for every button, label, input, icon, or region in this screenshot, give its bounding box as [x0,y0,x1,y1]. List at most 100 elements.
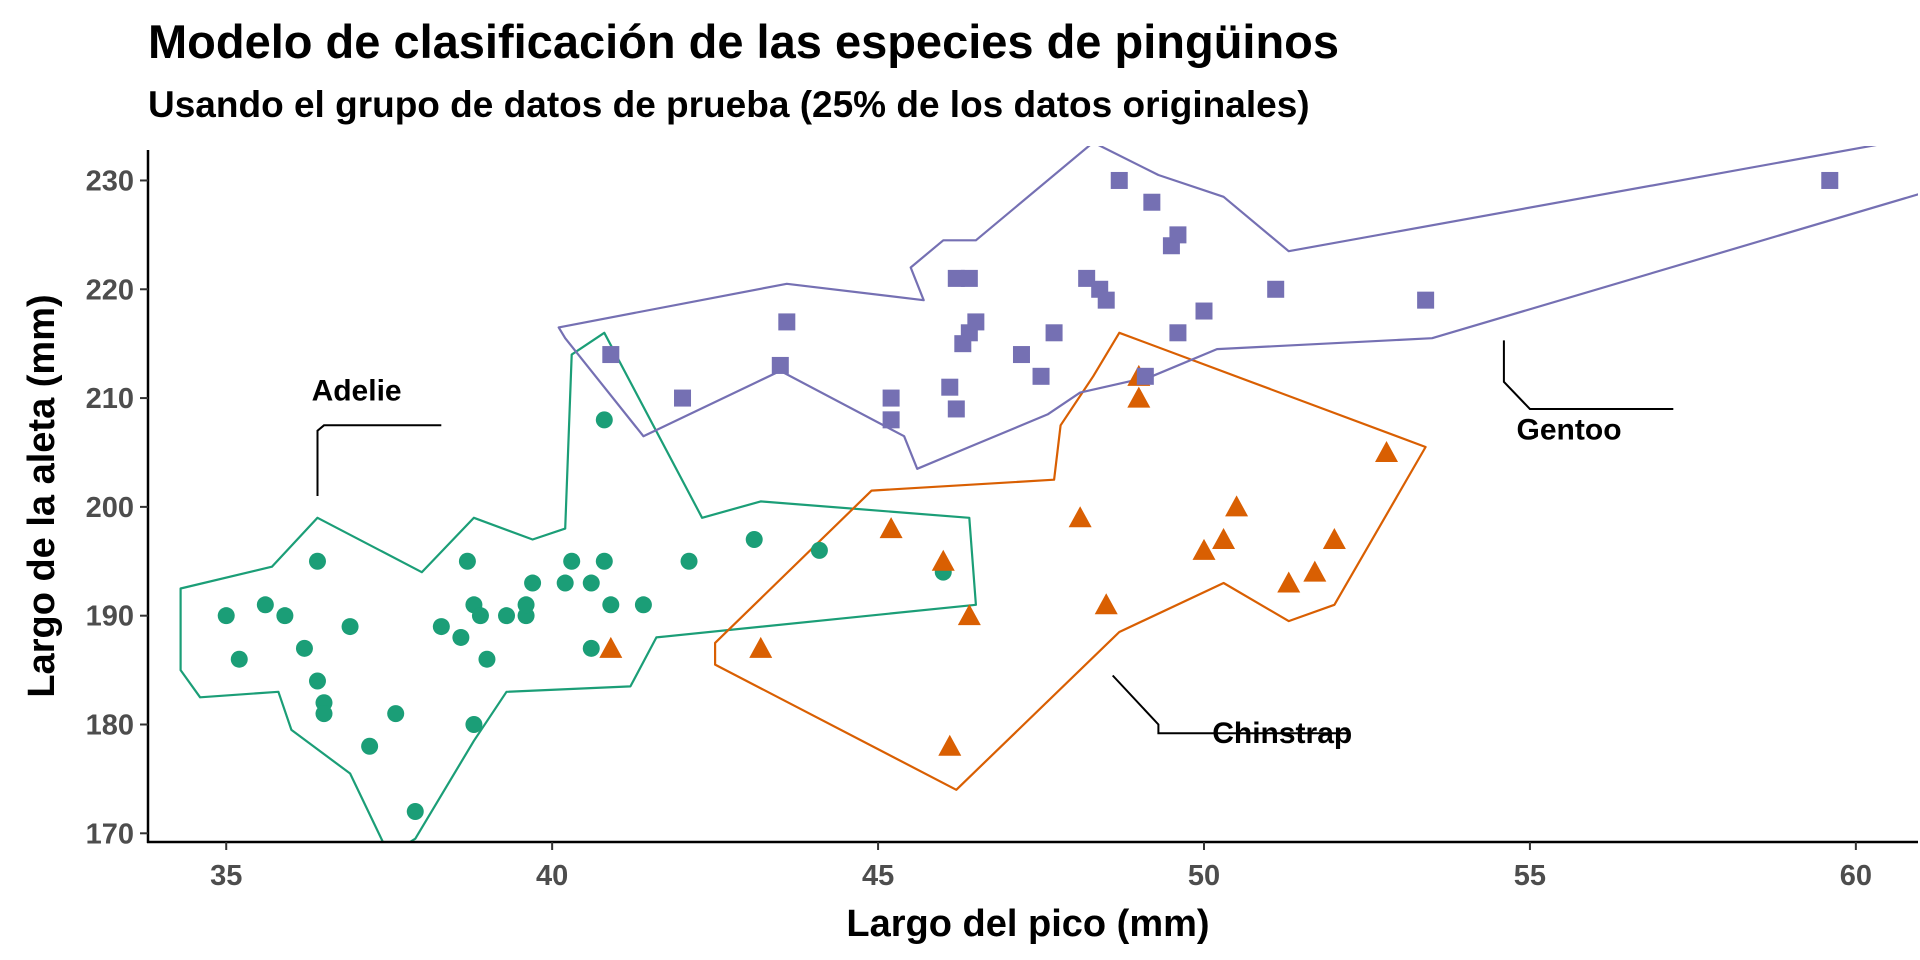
y-tick-label: 210 [86,383,134,415]
point-gentoo [1078,269,1096,287]
y-tick-label: 230 [86,165,134,197]
point-adelie [452,628,470,646]
series-chinstrap [599,364,1399,756]
point-gentoo [882,411,900,429]
point-gentoo [1821,171,1839,189]
series-adelie [217,411,952,821]
point-gentoo [967,313,985,331]
point-gentoo [1136,367,1154,385]
y-tick-label: 170 [86,818,134,850]
point-chinstrap [938,734,962,756]
point-adelie [458,552,476,570]
point-chinstrap [1192,538,1216,560]
hull-chinstrap [713,331,1427,791]
axis-layer: 35 40 45 50 55 60 170 180 190 200 210 220 230 [86,150,1918,892]
x-axis-title: Largo del pico (mm) [846,903,1209,945]
annotation-line-gentoo [1502,340,1674,410]
point-adelie [315,705,333,723]
point-adelie [256,596,274,614]
x-tick-label: 45 [862,860,894,892]
x-tick-label: 60 [1840,860,1872,892]
point-gentoo [771,356,789,374]
annotation-layer: Adelie Chinstrap Gentoo [312,340,1674,750]
point-adelie [361,737,379,755]
point-adelie [341,618,359,636]
point-adelie [276,607,294,625]
annotation-label-adelie: Adelie [312,374,402,407]
point-adelie [387,705,405,723]
point-gentoo [778,313,796,331]
point-adelie [745,531,763,549]
point-adelie [478,650,496,668]
point-gentoo [1169,324,1187,342]
point-adelie [602,596,620,614]
point-chinstrap [1212,528,1236,550]
x-tick-label: 50 [1188,860,1220,892]
point-adelie [471,607,489,625]
point-adelie [582,639,600,657]
point-adelie [308,672,326,690]
point-gentoo [1143,193,1161,211]
point-adelie [595,552,613,570]
point-adelie [465,715,483,733]
point-adelie [432,618,450,636]
point-chinstrap [879,517,903,539]
point-chinstrap [1375,440,1399,462]
point-gentoo [1097,291,1115,309]
point-gentoo [1195,302,1213,320]
annotation-label-gentoo: Gentoo [1517,413,1622,446]
hull-adelie [179,331,978,842]
annotation-line-adelie [316,424,442,496]
point-adelie [634,596,652,614]
hull-gentoo [557,146,1918,470]
point-adelie [524,574,542,592]
point-chinstrap [1277,571,1301,593]
point-gentoo [674,389,692,407]
points-layer [217,171,1839,821]
point-chinstrap [1127,386,1151,408]
x-tick-label: 40 [536,860,568,892]
series-gentoo [602,171,1839,429]
point-adelie [595,411,613,429]
point-chinstrap [1322,528,1346,550]
chart-title: Modelo de clasificación de las especies … [148,15,1340,68]
point-chinstrap [1225,495,1249,517]
point-adelie [680,552,698,570]
point-gentoo [947,269,965,287]
point-adelie [556,574,574,592]
point-gentoo [1012,346,1030,364]
point-gentoo [960,269,978,287]
point-adelie [563,552,581,570]
point-adelie [217,607,235,625]
point-chinstrap [1068,506,1092,528]
point-chinstrap [1303,560,1327,582]
point-chinstrap [599,636,623,658]
hull-layer [179,146,1918,842]
point-gentoo [1110,171,1128,189]
x-tick-label: 55 [1514,860,1546,892]
point-gentoo [947,400,965,418]
point-adelie [308,552,326,570]
point-gentoo [1032,367,1050,385]
point-gentoo [1169,226,1187,244]
point-adelie [406,803,424,821]
x-tick-label: 35 [210,860,242,892]
point-adelie [498,607,516,625]
point-gentoo [882,389,900,407]
point-adelie [582,574,600,592]
point-gentoo [1417,291,1435,309]
point-gentoo [602,346,620,364]
point-chinstrap [749,636,773,658]
y-tick-label: 180 [86,709,134,741]
point-chinstrap [931,549,955,571]
point-adelie [517,596,535,614]
point-gentoo [941,378,959,396]
point-adelie [230,650,248,668]
y-tick-label: 200 [86,492,134,524]
chart-subtitle: Usando el grupo de datos de prueba (25% … [148,84,1310,125]
annotation-line-chinstrap [1111,674,1348,735]
point-adelie [295,639,313,657]
point-gentoo [1267,280,1285,298]
annotation-label-chinstrap: Chinstrap [1212,717,1352,750]
